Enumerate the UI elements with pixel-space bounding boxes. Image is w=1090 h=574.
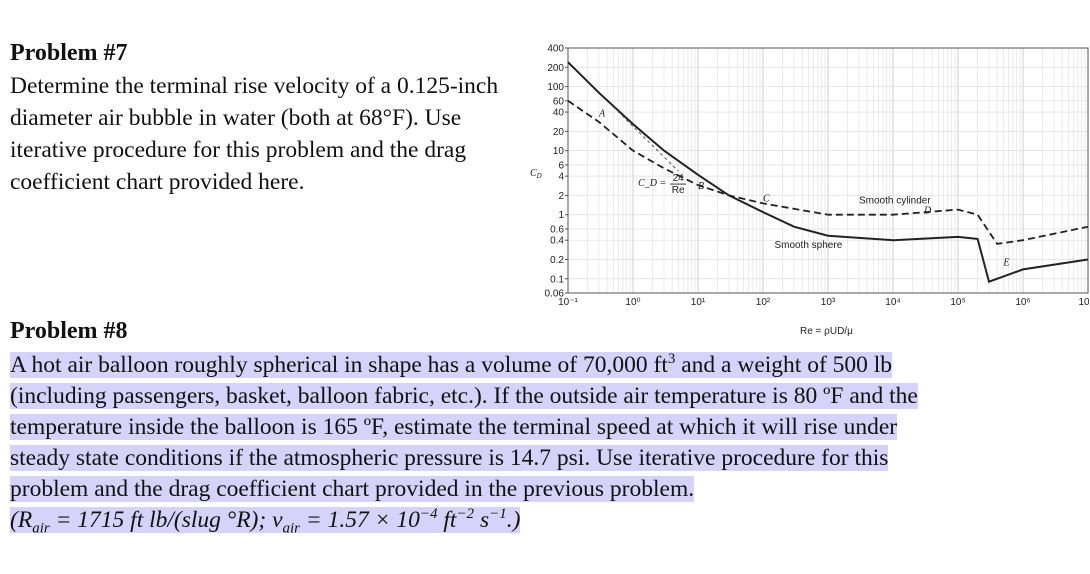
p8-line4: steady state conditions if the atmospher… (10, 445, 889, 471)
y-tick-label: 1 (558, 210, 564, 221)
series-smooth-sphere (567, 61, 1089, 284)
annotation-c: C (763, 194, 770, 205)
y-tick-label: 2 (558, 191, 564, 202)
p8-line3: temperature inside the balloon is 165 ºF… (10, 414, 898, 440)
x-tick-label: 10⁰ (625, 297, 640, 308)
p8-line1b: and a weight of 500 lb (675, 352, 893, 378)
chart-series (567, 61, 1089, 284)
annotation-d: D (923, 205, 932, 216)
problem8-text: A hot air balloon roughly spherical in s… (10, 350, 1070, 536)
y-tick-label: 60 (553, 96, 565, 107)
annotation-a: A (598, 109, 606, 120)
y-tick-label: 0.6 (550, 224, 564, 235)
p8-line6e: s (474, 507, 490, 533)
x-tick-label: 10 (1078, 297, 1090, 308)
p8-line6a: (R (10, 507, 33, 533)
p8-line6-sup1: −4 (419, 506, 438, 523)
x-axis-label: Re = ρUD/μ (800, 326, 853, 337)
y-tick-label: 6 (558, 160, 564, 171)
problem7-title: Problem #7 (10, 40, 128, 66)
plot-frame (567, 47, 1089, 294)
y-tick-label: 100 (547, 82, 564, 93)
x-tick-label: 10⁴ (885, 297, 900, 308)
y-tick-label: 40 (553, 108, 565, 119)
annotation-smooth-sphere: Smooth sphere (774, 240, 842, 251)
p8-line1a: A hot air balloon roughly spherical in s… (10, 352, 668, 378)
chart-annotations: A B C D E Smooth cylinder Smooth sphere C_D = 24… (598, 109, 1010, 269)
p8-line6-sub1: air (32, 520, 50, 537)
y-axis-label: CD (530, 168, 542, 180)
p8-line6-sub2: air (282, 520, 301, 537)
y-tick-label: 4 (558, 172, 564, 183)
y-tick-label: 200 (547, 63, 564, 74)
formula-numerator: 24 (673, 173, 685, 184)
x-tick-label: 10⁻¹ (558, 297, 578, 308)
x-tick-label: 10² (756, 297, 771, 308)
y-tick-label: 0.2 (550, 255, 564, 266)
p8-line6c: = 1.57 × 10 (300, 507, 420, 533)
y-tick-label: 0.4 (550, 236, 564, 247)
p8-line1-sup: 3 (667, 351, 676, 368)
p8-line6b: = 1715 ft lb/(slug °R); ν (49, 507, 283, 533)
annotation-e: E (1002, 258, 1009, 269)
x-tick-label: 10¹ (691, 297, 706, 308)
p8-line6d: ft (437, 507, 457, 533)
x-tick-label: 10³ (821, 297, 836, 308)
y-tick-label: 0.1 (550, 274, 564, 285)
formula-denominator: Re (672, 185, 685, 196)
formula-lhs: C_D = (638, 178, 666, 189)
annotation-smooth-cylinder: Smooth cylinder (859, 195, 931, 206)
x-tick-label: 10⁵ (950, 297, 965, 308)
y-tick-label: 10 (553, 146, 565, 157)
problem8-title: Problem #8 (10, 318, 128, 344)
annotation-b: B (698, 181, 704, 192)
y-tick-label: 0.06 (545, 289, 565, 300)
y-tick-label: 400 (547, 44, 564, 55)
p8-line2: (including passengers, basket, balloon f… (10, 383, 918, 409)
y-tick-label: 20 (553, 127, 565, 138)
p8-line6f: .) (506, 507, 521, 533)
p8-line6-sup3: −1 (489, 506, 507, 523)
x-tick-label: 10⁶ (1015, 297, 1030, 308)
p8-line5: problem and the drag coefficient chart p… (10, 476, 695, 502)
series-smooth-cylinder (567, 100, 1089, 245)
chart-grid (567, 47, 1088, 294)
problem7-text: Determine the terminal rise velocity of … (10, 73, 499, 195)
y-axis-label-sub: D (536, 172, 542, 180)
p8-line6-sup2: −2 (456, 506, 475, 523)
